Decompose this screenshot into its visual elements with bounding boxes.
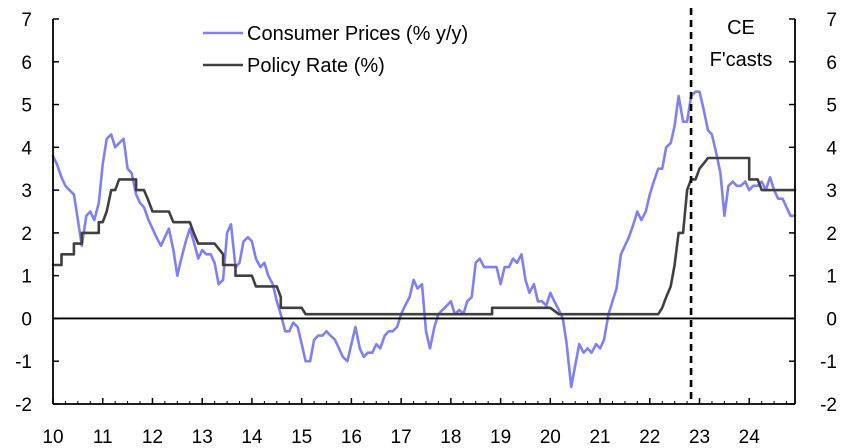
x-tick-label: 21 [589,427,610,448]
x-tick-label: 11 [93,427,113,448]
y-tick-label-right: 6 [826,53,837,74]
y-tick-label-right: 2 [826,224,837,245]
axes-layer [52,8,796,405]
x-tick-label: 22 [639,427,660,448]
series-layer [51,90,797,389]
x-tick-label: 16 [341,427,362,448]
y-tick-label-left: 3 [21,181,32,202]
series-line-consumer-prices [51,90,797,389]
x-tick-label: 13 [192,427,213,448]
y-tick-label-left: -1 [15,352,32,373]
y-tick-label-left: 0 [21,309,32,330]
y-tick-label-right: -2 [820,395,837,416]
x-tick-label: 20 [540,427,561,448]
x-tick-label: 14 [241,427,263,448]
forecast-annotation-line1: CE [727,17,755,39]
y-tick-label-left: 5 [21,96,32,117]
x-tick-label: 23 [689,427,710,448]
y-tick-label-left: -2 [15,395,32,416]
y-tick-label-left: 4 [21,138,32,159]
y-tick-label-left: 6 [21,53,32,74]
series-line-policy-rate [51,156,797,316]
y-tick-label-left: 7 [21,10,32,31]
y-tick-label-right: 4 [826,138,837,159]
x-tick-label: 19 [490,427,511,448]
y-tick-label-right: -1 [820,352,837,373]
y-tick-label-right: 3 [826,181,837,202]
x-tick-label: 17 [391,427,412,448]
y-tick-label-right: 0 [826,309,837,330]
legend-label-1: Policy Rate (%) [247,55,385,77]
y-tick-label-right: 5 [826,96,837,117]
x-tick-label: 18 [440,427,461,448]
y-tick-label-right: 1 [826,267,837,288]
x-tick-label: 15 [291,427,312,448]
x-tick-label: 24 [739,427,761,448]
legend-label-0: Consumer Prices (% y/y) [247,23,468,45]
y-tick-label-left: 2 [21,224,32,245]
y-tick-label-right: 7 [826,10,837,31]
y-tick-label-left: 1 [21,267,32,288]
legend: Consumer Prices (% y/y) Policy Rate (%) [203,23,468,77]
x-tick-label: 10 [42,427,63,448]
forecast-annotation-line2: F'casts [710,49,773,71]
x-tick-label: 12 [142,427,163,448]
